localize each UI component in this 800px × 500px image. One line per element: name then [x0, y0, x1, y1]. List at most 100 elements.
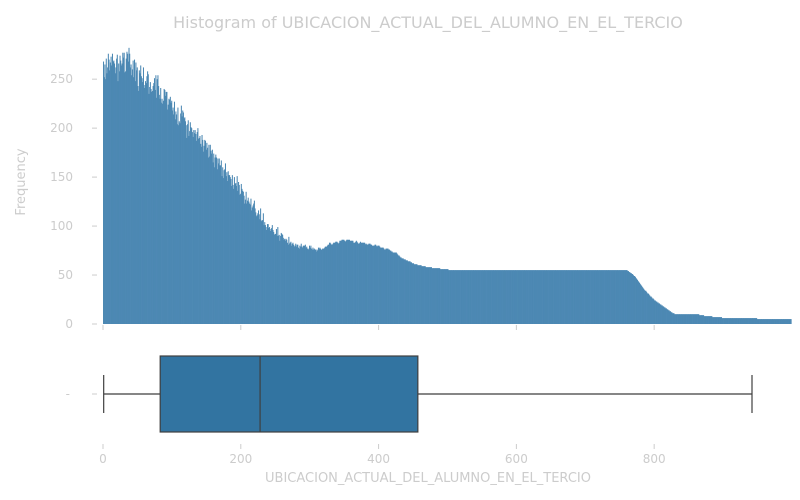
histogram-bar — [729, 318, 731, 324]
x-tick-label: 800 — [643, 452, 666, 466]
histogram-bar — [626, 270, 628, 324]
histogram-bar — [417, 265, 419, 324]
histogram-bar — [130, 64, 132, 324]
histogram-bar — [160, 102, 162, 324]
histogram-bar — [326, 245, 328, 324]
histogram-bar — [586, 270, 588, 324]
histogram-bar — [780, 319, 782, 324]
histogram-bar — [194, 130, 196, 324]
histogram-bar — [689, 314, 691, 324]
histogram-bar — [643, 288, 645, 324]
histogram-bar — [189, 131, 191, 324]
histogram-bar — [622, 270, 624, 324]
histogram-bar — [226, 172, 228, 324]
histogram-bar — [416, 264, 418, 324]
histogram-bar — [585, 270, 587, 324]
histogram-bar — [362, 242, 364, 324]
histogram-bar — [752, 318, 754, 324]
histogram-bar — [392, 252, 394, 324]
histogram-bar — [602, 270, 604, 324]
histogram-plot: 0 50 100 150 200 250 — [50, 47, 792, 331]
histogram-bar — [200, 143, 202, 324]
histogram-bar — [427, 267, 429, 324]
histogram-bar — [163, 88, 165, 324]
histogram-bar — [703, 316, 705, 324]
histogram-bar — [265, 227, 267, 324]
histogram-bar — [306, 246, 308, 324]
histogram-bar — [342, 239, 344, 324]
histogram-bar — [436, 268, 438, 324]
histogram-bar — [472, 270, 474, 324]
histogram-bar — [114, 73, 116, 324]
histogram-bar — [575, 270, 577, 324]
histogram-bar — [739, 318, 741, 324]
histogram-bar — [767, 319, 769, 324]
histogram-bar — [614, 270, 616, 324]
histogram-bar — [530, 270, 532, 324]
histogram-bar — [765, 319, 767, 324]
histogram-bar — [698, 314, 700, 324]
histogram-bar — [375, 244, 377, 324]
histogram-bar — [202, 151, 204, 324]
histogram-bar — [681, 314, 683, 324]
histogram-bar — [738, 318, 740, 324]
histogram-bar — [124, 72, 126, 325]
histogram-bar — [352, 240, 354, 324]
histogram-bar — [563, 270, 565, 324]
histogram-bar — [274, 233, 276, 324]
histogram-bar — [388, 249, 390, 324]
histogram-bar — [171, 110, 173, 324]
histogram-bar — [205, 149, 207, 324]
histogram-bar — [288, 236, 290, 324]
histogram-bar — [364, 243, 366, 324]
histogram-bar — [334, 242, 336, 324]
histogram-bar — [263, 225, 265, 324]
histogram-bar — [207, 147, 209, 324]
histogram-bar — [464, 270, 466, 324]
histogram-bar — [266, 229, 268, 324]
histogram-bar — [177, 107, 179, 324]
histogram-bar — [235, 182, 237, 324]
histogram-bar — [778, 319, 780, 324]
histogram-bar — [337, 242, 339, 324]
histogram-bar — [295, 243, 297, 324]
histogram-bar — [162, 100, 164, 324]
histogram-bar — [649, 295, 651, 324]
histogram-bar — [355, 240, 357, 324]
histogram-bar — [628, 272, 630, 324]
histogram-bar — [752, 318, 754, 324]
histogram-bar — [237, 190, 239, 324]
histogram-bar — [408, 261, 410, 324]
histogram-bar — [332, 243, 334, 324]
histogram-bar — [579, 270, 581, 324]
histogram-bar — [333, 242, 335, 324]
histogram-bar — [783, 319, 785, 324]
histogram-bar — [708, 316, 710, 324]
histogram-bar — [396, 253, 398, 324]
histogram-bar — [621, 270, 623, 324]
histogram-bar — [468, 270, 470, 324]
histogram-bar — [393, 252, 395, 324]
histogram-bar — [211, 149, 213, 324]
histogram-bar — [156, 79, 158, 324]
histogram-bar — [224, 169, 226, 324]
histogram-bar — [776, 319, 778, 324]
histogram-bar — [176, 114, 178, 325]
histogram-bar — [616, 270, 619, 324]
histogram-bar — [322, 248, 324, 324]
histogram-bar — [305, 247, 307, 324]
histogram-bar — [483, 270, 486, 324]
histogram-bar — [393, 252, 395, 324]
histogram-bar — [667, 309, 669, 324]
histogram-bar — [471, 270, 473, 324]
histogram-bar — [711, 316, 713, 324]
histogram-bar — [456, 270, 458, 324]
y-tick-label: 200 — [50, 121, 73, 135]
histogram-bar — [204, 140, 207, 324]
histogram-bar — [480, 270, 482, 324]
histogram-bar — [608, 270, 610, 324]
histogram-bar — [540, 270, 542, 324]
histogram-bar — [318, 248, 320, 324]
histogram-bar — [202, 139, 204, 324]
histogram-bar — [446, 269, 448, 324]
